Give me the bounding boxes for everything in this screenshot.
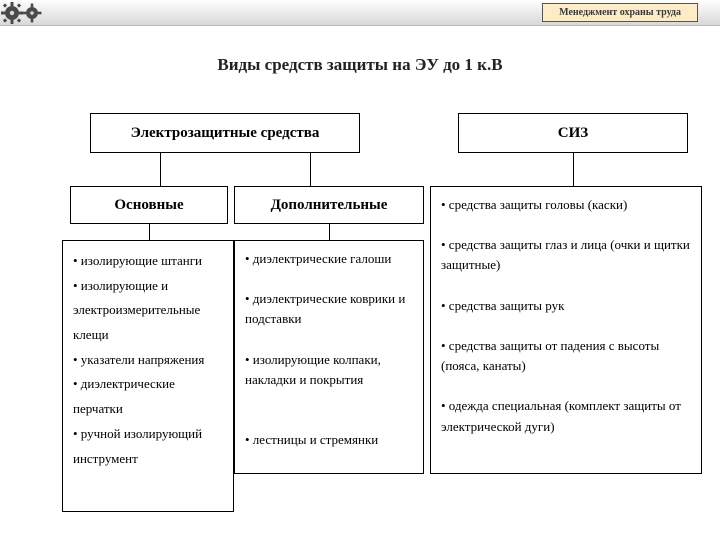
connector bbox=[149, 224, 150, 240]
list-item bbox=[245, 390, 413, 410]
list-item: • изолирующие штанги bbox=[73, 249, 223, 274]
column-additional-means: • диэлектрические галоши • диэлектрическ… bbox=[234, 240, 424, 474]
page-title: Виды средств защиты на ЭУ до 1 к.В bbox=[0, 55, 720, 75]
list-item bbox=[245, 330, 413, 350]
list-item bbox=[441, 215, 691, 235]
list-item: • изолирующие и bbox=[73, 274, 223, 299]
list-item: клещи bbox=[73, 323, 223, 348]
list-item: • лестницы и стремянки bbox=[245, 430, 413, 450]
list-item: перчатки bbox=[73, 397, 223, 422]
connector bbox=[329, 224, 330, 240]
list-item bbox=[441, 316, 691, 336]
list-item: • указатели напряжения bbox=[73, 348, 223, 373]
list-item: инструмент bbox=[73, 447, 223, 472]
list-item: • средства защиты от падения с высоты (п… bbox=[441, 336, 691, 376]
top-bar: Менеджмент охраны труда bbox=[0, 0, 720, 26]
column-ppe: • средства защиты головы (каски) • средс… bbox=[430, 186, 702, 474]
header-badge: Менеджмент охраны труда bbox=[542, 3, 698, 22]
list-item: • диэлектрические bbox=[73, 372, 223, 397]
node-electroprotective: Электрозащитные средства bbox=[90, 113, 360, 153]
list-item: • средства защиты головы (каски) bbox=[441, 195, 691, 215]
gears-icon bbox=[0, 0, 48, 26]
list-item: • изолирующие колпаки, накладки и покрыт… bbox=[245, 350, 413, 390]
list-item: • диэлектрические галоши bbox=[245, 249, 413, 269]
list-item bbox=[441, 376, 691, 396]
connector bbox=[160, 153, 161, 186]
list-item: • одежда специальная (комплект защиты от… bbox=[441, 396, 691, 436]
list-item bbox=[245, 269, 413, 289]
list-item: электроизмерительные bbox=[73, 298, 223, 323]
list-item: • средства защиты глаз и лица (очки и щи… bbox=[441, 235, 691, 275]
list-item bbox=[441, 276, 691, 296]
node-additional: Дополнительные bbox=[234, 186, 424, 224]
column-main-means: • изолирующие штанги • изолирующие и эле… bbox=[62, 240, 234, 512]
node-ppe: СИЗ bbox=[458, 113, 688, 153]
list-item: • диэлектрические коврики и подставки bbox=[245, 289, 413, 329]
list-item bbox=[245, 410, 413, 430]
list-item: • средства защиты рук bbox=[441, 296, 691, 316]
list-item: • ручной изолирующий bbox=[73, 422, 223, 447]
connector bbox=[573, 153, 574, 186]
node-main: Основные bbox=[70, 186, 228, 224]
connector bbox=[310, 153, 311, 186]
